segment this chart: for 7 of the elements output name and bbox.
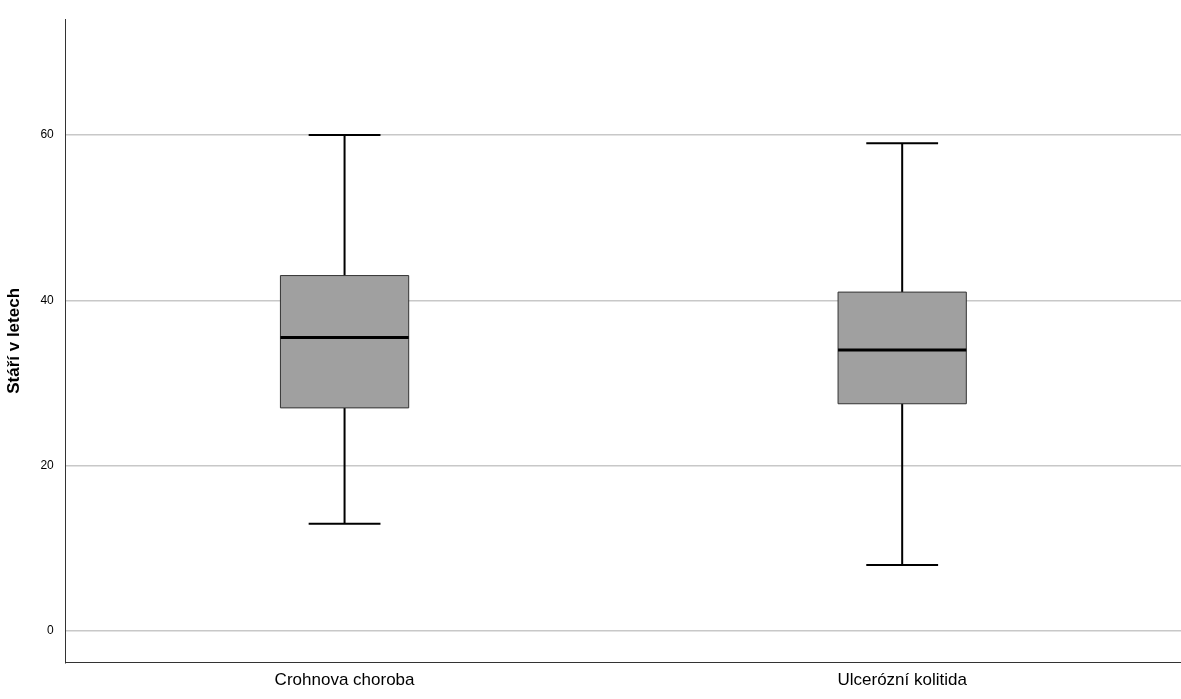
x-tick-label: Crohnova choroba: [274, 670, 416, 690]
y-axis-title: Stáří v letech: [3, 287, 23, 394]
y-tick-label: 60: [40, 127, 55, 142]
x-tick-label: Ulcerózní kolitida: [837, 670, 968, 690]
y-tick-label: 40: [40, 292, 55, 307]
y-tick-label: 0: [47, 623, 55, 638]
y-tick-label: 20: [40, 458, 55, 473]
